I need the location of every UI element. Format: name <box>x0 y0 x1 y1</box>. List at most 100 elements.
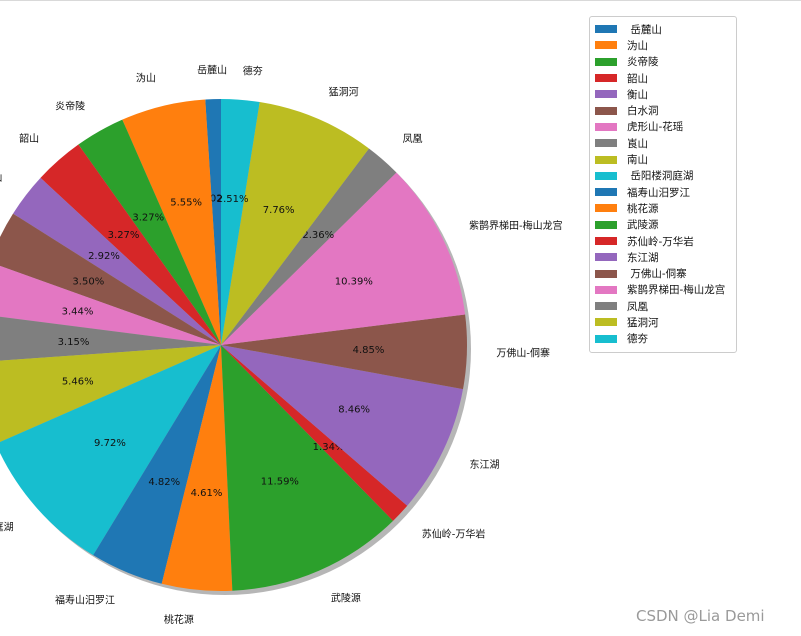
slice-percent-label: 7.76% <box>263 205 295 216</box>
legend-label: 武陵源 <box>627 219 659 232</box>
slice-label: 德夯 <box>243 64 263 77</box>
legend-item: 德夯 <box>595 331 730 347</box>
legend-item: 猛洞河 <box>595 314 730 330</box>
slice-percent-label: 11.59% <box>261 476 299 487</box>
pie-slice <box>221 345 464 506</box>
slice-percent-label: 5.55% <box>170 198 202 209</box>
slice-percent-label: 3.50% <box>72 276 104 287</box>
slice-percent-label: 10.39% <box>335 277 373 288</box>
slice-percent-label: 4.82% <box>148 477 180 488</box>
legend-item: 桃花源 <box>595 200 730 216</box>
legend-swatch <box>595 90 617 99</box>
pie-slice <box>0 213 221 345</box>
slice-label: 桃花源 <box>164 613 194 626</box>
pie-slice <box>221 172 466 345</box>
legend-item: 虎形山-花瑶 <box>595 119 730 135</box>
legend-item: 紫鹊界梯田-梅山龙宫 <box>595 282 730 298</box>
legend-item: 东江湖 <box>595 249 730 265</box>
legend-swatch <box>595 155 617 164</box>
slice-percent-label: 3.27% <box>108 230 140 241</box>
slice-percent-label: 4.85% <box>353 345 385 356</box>
legend-label: 猛洞河 <box>627 316 659 329</box>
legend-label: 桃花源 <box>627 202 659 215</box>
pie-slice <box>93 345 221 584</box>
slice-percent-label: 2.51% <box>217 194 249 205</box>
legend-item: 万佛山-侗寨 <box>595 265 730 281</box>
slice-label: 炎帝陵 <box>55 99 85 112</box>
pie-slice <box>122 99 221 345</box>
slice-label: 福寿山汨罗江 <box>55 593 115 606</box>
pie-slice <box>40 144 221 345</box>
pie-slice <box>221 148 397 345</box>
legend-swatch <box>595 106 617 115</box>
slice-label: 东江湖 <box>470 458 500 471</box>
legend-swatch <box>595 139 617 148</box>
legend-item: 衡山 <box>595 86 730 102</box>
legend-label: 南山 <box>627 154 648 167</box>
legend-label: 虎形山-花瑶 <box>627 121 684 134</box>
legend-swatch <box>595 253 617 262</box>
legend: 岳麓山 沩山 炎帝陵 韶山 衡山 白水洞 虎形山-花瑶 崀山 南山 岳阳楼洞庭湖 福寿山汨罗江 桃花… <box>589 16 737 353</box>
legend-label: 苏仙岭-万华岩 <box>627 235 694 248</box>
legend-swatch <box>595 302 617 311</box>
slice-percent-label: 3.44% <box>62 307 94 318</box>
pie-slice <box>221 345 408 521</box>
legend-label: 崀山 <box>627 137 648 150</box>
pie-slice <box>13 177 222 345</box>
pie-slice <box>161 345 233 591</box>
legend-label: 德夯 <box>627 333 648 346</box>
slice-label: 韶山 <box>19 132 39 145</box>
legend-swatch <box>595 41 617 50</box>
legend-item: 凤凰 <box>595 298 730 314</box>
legend-swatch <box>595 171 617 180</box>
slice-percent-label: 3.27% <box>132 213 164 224</box>
legend-item: 岳阳楼洞庭湖 <box>595 168 730 184</box>
pie-slice <box>78 119 221 345</box>
legend-swatch <box>595 74 617 83</box>
legend-label: 衡山 <box>627 88 648 101</box>
slice-label: 凤凰 <box>403 133 423 145</box>
slice-label: 岳麓山 <box>197 64 227 77</box>
pie-slice <box>0 345 221 556</box>
legend-label: 东江湖 <box>627 251 659 264</box>
legend-label: 万佛山-侗寨 <box>627 268 687 281</box>
legend-swatch <box>595 57 617 66</box>
legend-label: 福寿山汨罗江 <box>627 186 690 199</box>
pie-slice <box>0 345 221 443</box>
pie-slice <box>221 345 394 591</box>
legend-item: 沩山 <box>595 37 730 53</box>
slice-percent-label: 1.34% <box>313 442 345 453</box>
legend-item: 苏仙岭-万华岩 <box>595 233 730 249</box>
legend-swatch <box>595 237 617 245</box>
pie-slice <box>221 314 467 390</box>
slice-percent-label: 1.02% <box>200 193 232 204</box>
pie-slice <box>221 99 260 345</box>
legend-swatch <box>595 188 617 197</box>
legend-item: 南山 <box>595 151 730 167</box>
legend-swatch <box>595 318 617 327</box>
legend-swatch <box>595 204 617 213</box>
legend-item: 白水洞 <box>595 102 730 118</box>
legend-label: 白水洞 <box>627 105 659 118</box>
legend-item: 炎帝陵 <box>595 54 730 70</box>
legend-swatch <box>595 220 617 229</box>
legend-swatch <box>595 269 617 278</box>
slice-label: 猛洞河 <box>329 86 359 98</box>
legend-item: 武陵源 <box>595 217 730 233</box>
slice-label: 岳阳楼洞庭湖 <box>0 520 14 533</box>
legend-swatch <box>595 334 617 343</box>
top-border-line <box>0 0 801 1</box>
legend-label: 韶山 <box>627 72 648 85</box>
legend-swatch <box>595 122 617 131</box>
legend-swatch <box>595 285 617 294</box>
slice-percent-label: 4.61% <box>191 488 223 499</box>
slice-label: 紫鹊界梯田-梅山龙宫 <box>469 219 563 232</box>
watermark-text: CSDN @Lia Demi <box>636 607 765 625</box>
slice-percent-label: 9.72% <box>94 438 126 449</box>
legend-item: 韶山 <box>595 70 730 86</box>
slice-label: 万佛山-侗寨 <box>496 347 550 360</box>
legend-swatch <box>595 25 617 34</box>
slice-label: 沩山 <box>136 72 156 84</box>
pie-slice <box>221 102 369 346</box>
